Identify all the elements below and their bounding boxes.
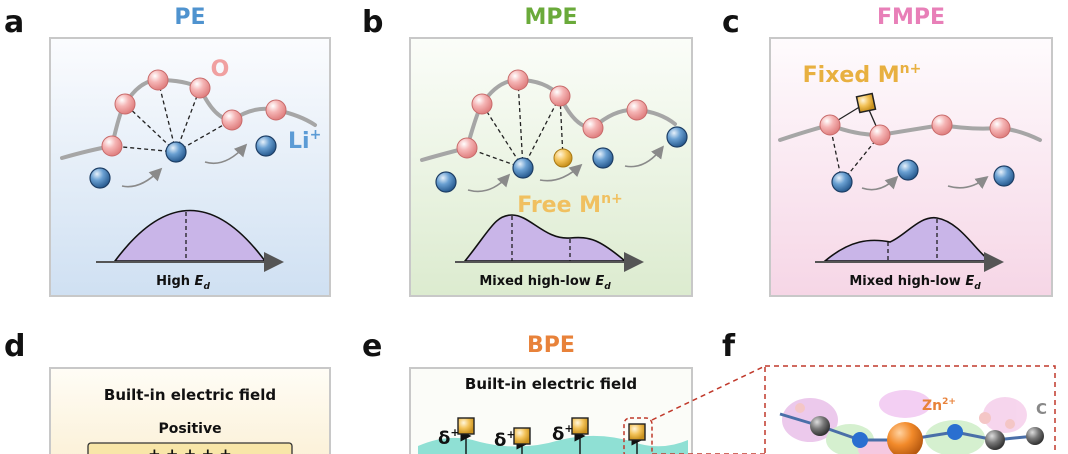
oxygen-atoms [456, 69, 648, 159]
hop-arrow [204, 143, 248, 165]
hop-arrow [121, 167, 163, 188]
atom-label: O [211, 57, 230, 82]
dipole-label-sup: + [450, 426, 459, 439]
panel-letter: b [362, 5, 383, 40]
panel-title: FMPE [877, 5, 945, 30]
field-label: Built-in electric field [465, 375, 637, 393]
dipole-label: δ+ [438, 426, 460, 449]
panel-letter: c [722, 5, 740, 40]
li-ions [831, 159, 1015, 193]
positive-plate [87, 442, 293, 454]
charges: + + + + + [148, 445, 232, 454]
dipole-label: δ+ [552, 422, 574, 445]
energy-distribution [822, 217, 993, 262]
ion-label: Free Mn+ [517, 191, 623, 218]
atom-label: Zn2+ [922, 397, 956, 414]
axis-label-var: E [595, 274, 604, 289]
axis-label-var: E [195, 274, 204, 289]
field-label: Built-in electric field [104, 386, 276, 404]
hop-arrow [539, 163, 583, 182]
panel-letter: e [362, 329, 382, 364]
axis-label: Mixed high-low Ed [849, 274, 981, 292]
hop-arrow [624, 145, 664, 168]
anchored-ions [457, 417, 646, 445]
dipole-label: δ+ [494, 428, 516, 451]
dipole-label-text: δ [552, 424, 564, 445]
panel-title: PE [174, 5, 205, 30]
atom-label: C [1036, 400, 1047, 418]
axis-label-text: Mixed high-low [849, 274, 965, 289]
panel-title: BPE [527, 333, 575, 358]
dipoles [460, 430, 643, 454]
dipole-label-text: δ [494, 430, 506, 451]
atom-label-sup: 2+ [942, 397, 956, 407]
hop-arrow [947, 176, 989, 189]
panel-box [49, 367, 331, 454]
ion-label-text: Li [288, 129, 310, 154]
ion-label-sup: + [310, 127, 322, 143]
oxygen-atoms [819, 114, 1011, 146]
ion-label-sup: n+ [601, 191, 623, 207]
ion-label: Fixed Mn+ [803, 61, 922, 88]
zoom-box [623, 417, 653, 454]
dipole-label-text: δ [438, 428, 450, 449]
panel-title: MPE [524, 5, 577, 30]
ion-label: Li+ [288, 127, 321, 154]
electrolyte [418, 435, 688, 454]
axis-label-text: Mixed high-low [479, 274, 595, 289]
ion-label-sup: n+ [900, 61, 922, 77]
fixed-metal-ion [855, 92, 877, 114]
energy-distribution [113, 209, 267, 262]
axis-label-sub: d [604, 282, 611, 292]
axis-label: High Ed [156, 274, 210, 292]
panel-letter: f [722, 329, 736, 364]
free-metal-ion [553, 148, 573, 168]
axis-label: Mixed high-low Ed [479, 274, 611, 292]
li-ions [89, 135, 277, 189]
axis-label-sub: d [974, 282, 981, 292]
dipole-label-sup: + [564, 422, 573, 435]
dipole-label-sup: + [506, 428, 515, 441]
oxygen-atoms [101, 69, 287, 157]
hop-arrow [861, 175, 899, 191]
axis-label-var: E [965, 274, 974, 289]
zn-ion [887, 422, 923, 454]
li-ions [435, 126, 688, 193]
atom-label-text: Zn [922, 398, 942, 414]
atoms [795, 403, 1044, 450]
coordination [111, 79, 233, 153]
axis-label-text: High [156, 274, 194, 289]
energy-distribution [463, 214, 628, 262]
panel-letter: d [4, 329, 25, 364]
ion-label-text: Fixed M [803, 63, 900, 88]
axis-label-sub: d [203, 282, 210, 292]
hop-arrow [467, 173, 511, 193]
zoom-lines [651, 365, 766, 454]
panel-letter: a [4, 5, 24, 40]
ion-label-text: Free M [517, 193, 601, 218]
plate-label: Positive [158, 421, 221, 437]
